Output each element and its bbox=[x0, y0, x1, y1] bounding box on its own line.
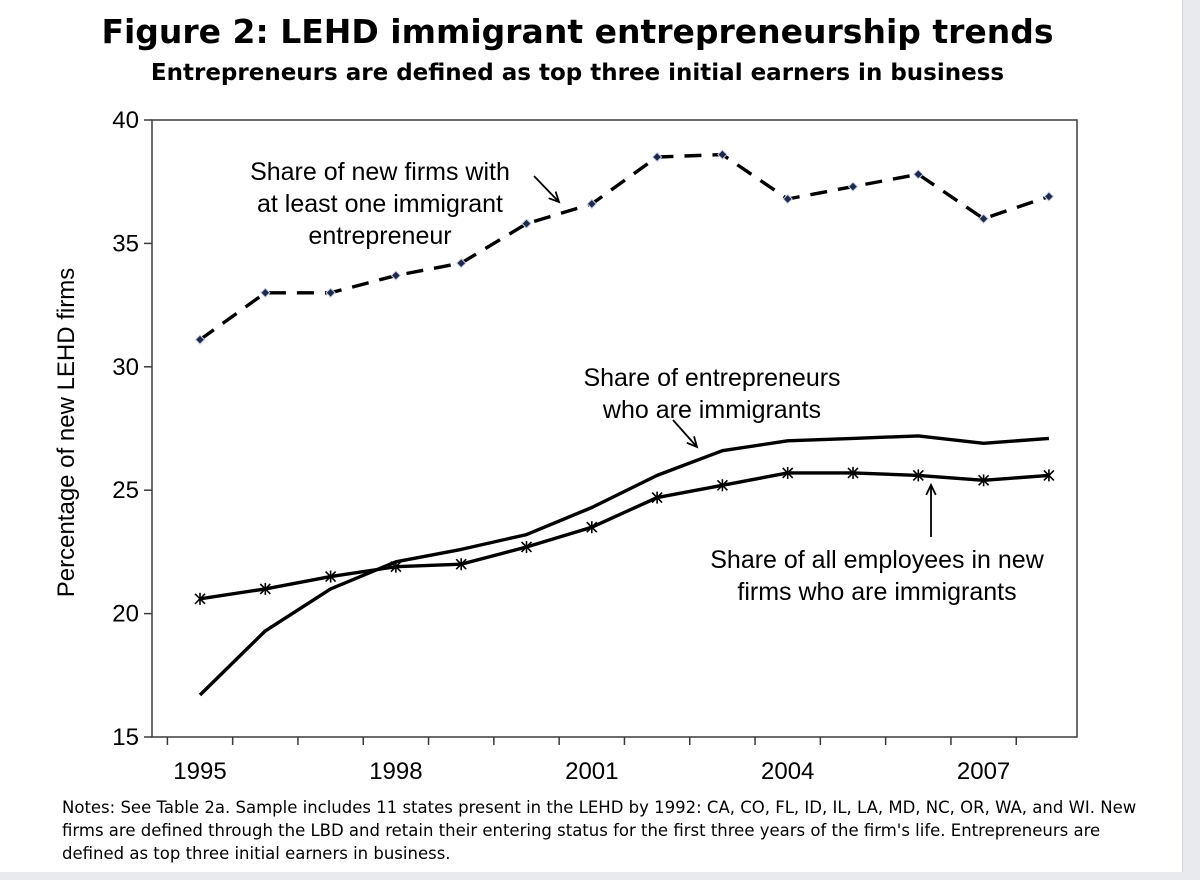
annotation-arrowhead bbox=[686, 436, 699, 449]
data-point bbox=[847, 181, 859, 192]
series-annotation-1: entrepreneur bbox=[308, 222, 451, 250]
series-line-2 bbox=[198, 434, 1050, 697]
series-line-3 bbox=[199, 471, 1050, 601]
data-point bbox=[716, 479, 728, 492]
data-point bbox=[390, 560, 402, 573]
data-point bbox=[586, 521, 598, 534]
data-point bbox=[194, 334, 206, 345]
y-tick-label: 15 bbox=[112, 724, 139, 751]
data-point bbox=[325, 287, 336, 298]
x-tick-label: 2007 bbox=[957, 758, 1010, 785]
window-edge bbox=[1182, 0, 1200, 880]
data-point bbox=[455, 558, 467, 571]
data-point bbox=[912, 469, 924, 482]
series-annotation-3: firms who are immigrants bbox=[737, 578, 1016, 606]
x-tick-label: 1995 bbox=[173, 758, 226, 785]
plot-frame bbox=[151, 119, 1078, 738]
data-point bbox=[1043, 469, 1055, 482]
data-point bbox=[520, 540, 533, 553]
series-annotation-3: Share of all employees in new bbox=[710, 546, 1044, 574]
data-point bbox=[782, 193, 793, 205]
data-point bbox=[194, 592, 206, 605]
y-axis-label: Percentage of new LEHD firms bbox=[53, 268, 80, 597]
data-point bbox=[913, 169, 924, 180]
y-tick-label: 30 bbox=[112, 354, 139, 381]
data-point bbox=[847, 466, 859, 479]
x-tick-label: 2001 bbox=[565, 758, 618, 785]
data-point bbox=[586, 198, 598, 210]
series-annotation-1: Share of new firms with bbox=[250, 158, 510, 186]
annotation-arrowhead bbox=[925, 482, 937, 496]
line-chart: 15 20 25 30 35 40 1995 1998 2001 2004 2007 Percenta… bbox=[53, 107, 1078, 785]
series-annotation-1: at least one immigrant bbox=[257, 190, 503, 218]
data-point bbox=[390, 270, 402, 281]
data-point bbox=[260, 287, 271, 298]
y-tick-label: 35 bbox=[112, 230, 139, 257]
series-annotation-2: Share of entrepreneurs bbox=[583, 364, 840, 392]
data-point bbox=[259, 582, 271, 595]
x-tick-label: 1998 bbox=[369, 758, 422, 785]
annotation-arrow bbox=[533, 175, 560, 203]
data-point bbox=[978, 213, 989, 224]
series-line-1 bbox=[199, 152, 1050, 342]
series-annotation-2: who are immigrants bbox=[602, 396, 821, 424]
data-point bbox=[782, 466, 794, 479]
data-point bbox=[325, 570, 337, 583]
annotation-arrowhead bbox=[548, 191, 561, 204]
x-tick-label: 2004 bbox=[761, 758, 814, 785]
y-tick-label: 25 bbox=[112, 477, 139, 504]
y-tick-label: 40 bbox=[112, 107, 139, 134]
data-point bbox=[651, 151, 663, 163]
data-point bbox=[521, 218, 532, 229]
data-point bbox=[455, 257, 467, 269]
figure-notes: Notes: See Table 2a. Sample includes 11 … bbox=[62, 798, 1137, 863]
data-point bbox=[1043, 191, 1055, 202]
window-edge-bottom bbox=[0, 872, 1200, 880]
data-point bbox=[651, 491, 663, 504]
figure-subtitle: Entrepreneurs are defined as top three i… bbox=[150, 60, 1005, 86]
figure-title: Figure 2: LEHD immigrant entrepreneurshi… bbox=[101, 12, 1054, 51]
annotation-arrow bbox=[672, 419, 698, 448]
data-point bbox=[978, 474, 990, 487]
y-tick-label: 20 bbox=[112, 601, 139, 628]
data-point bbox=[717, 149, 728, 160]
